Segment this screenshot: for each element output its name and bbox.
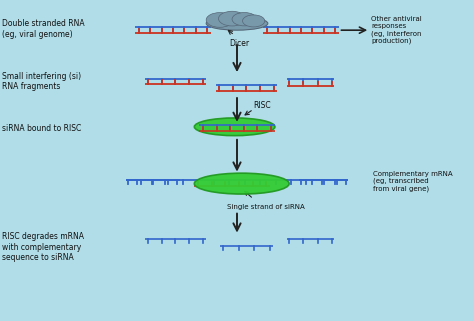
Text: RISC: RISC	[254, 101, 271, 110]
Text: Complementary mRNA
(eg, transcribed
from viral gene): Complementary mRNA (eg, transcribed from…	[373, 171, 453, 192]
Ellipse shape	[219, 11, 246, 26]
Ellipse shape	[232, 13, 257, 26]
Text: Other antiviral
responses
(eg, interferon
production): Other antiviral responses (eg, interfero…	[371, 16, 422, 44]
Ellipse shape	[194, 173, 289, 194]
Ellipse shape	[206, 17, 268, 30]
Text: Single strand of siRNA: Single strand of siRNA	[227, 204, 304, 210]
Text: Double stranded RNA
(eg, viral genome): Double stranded RNA (eg, viral genome)	[2, 19, 85, 39]
Text: siRNA bound to RISC: siRNA bound to RISC	[2, 124, 82, 133]
Ellipse shape	[206, 13, 233, 27]
Ellipse shape	[194, 118, 275, 135]
Text: RISC degrades mRNA
with complementary
sequence to siRNA: RISC degrades mRNA with complementary se…	[2, 232, 84, 262]
Text: Small interfering (si)
RNA fragments: Small interfering (si) RNA fragments	[2, 72, 82, 91]
Text: Dicer: Dicer	[229, 39, 249, 48]
Ellipse shape	[243, 15, 264, 27]
